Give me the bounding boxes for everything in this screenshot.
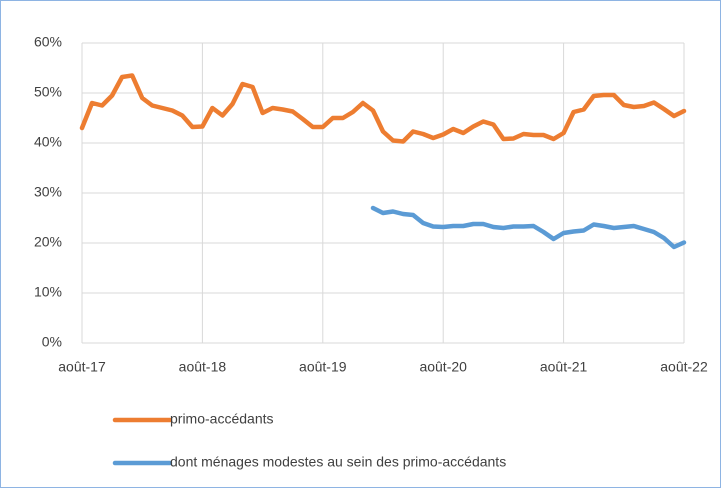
y-tick-label: 20% <box>34 234 62 250</box>
y-tick-label: 30% <box>34 184 62 200</box>
x-tick-label: août-21 <box>540 359 588 375</box>
series-line <box>79 73 687 144</box>
series-line <box>370 205 687 250</box>
x-tick-label: août-20 <box>419 359 467 375</box>
y-tick-label: 50% <box>34 84 62 100</box>
y-tick-label: 40% <box>34 134 62 150</box>
y-tick-label: 60% <box>34 34 62 50</box>
y-tick-label: 0% <box>42 334 62 350</box>
legend-label: primo-accédants <box>170 411 274 427</box>
x-tick-label: août-19 <box>299 359 347 375</box>
x-tick-label: août-18 <box>179 359 227 375</box>
y-tick-label: 10% <box>34 284 62 300</box>
legend-label: dont ménages modestes au sein des primo-… <box>170 454 506 470</box>
x-tick-label: août-17 <box>58 359 106 375</box>
x-tick-label: août-22 <box>660 359 708 375</box>
